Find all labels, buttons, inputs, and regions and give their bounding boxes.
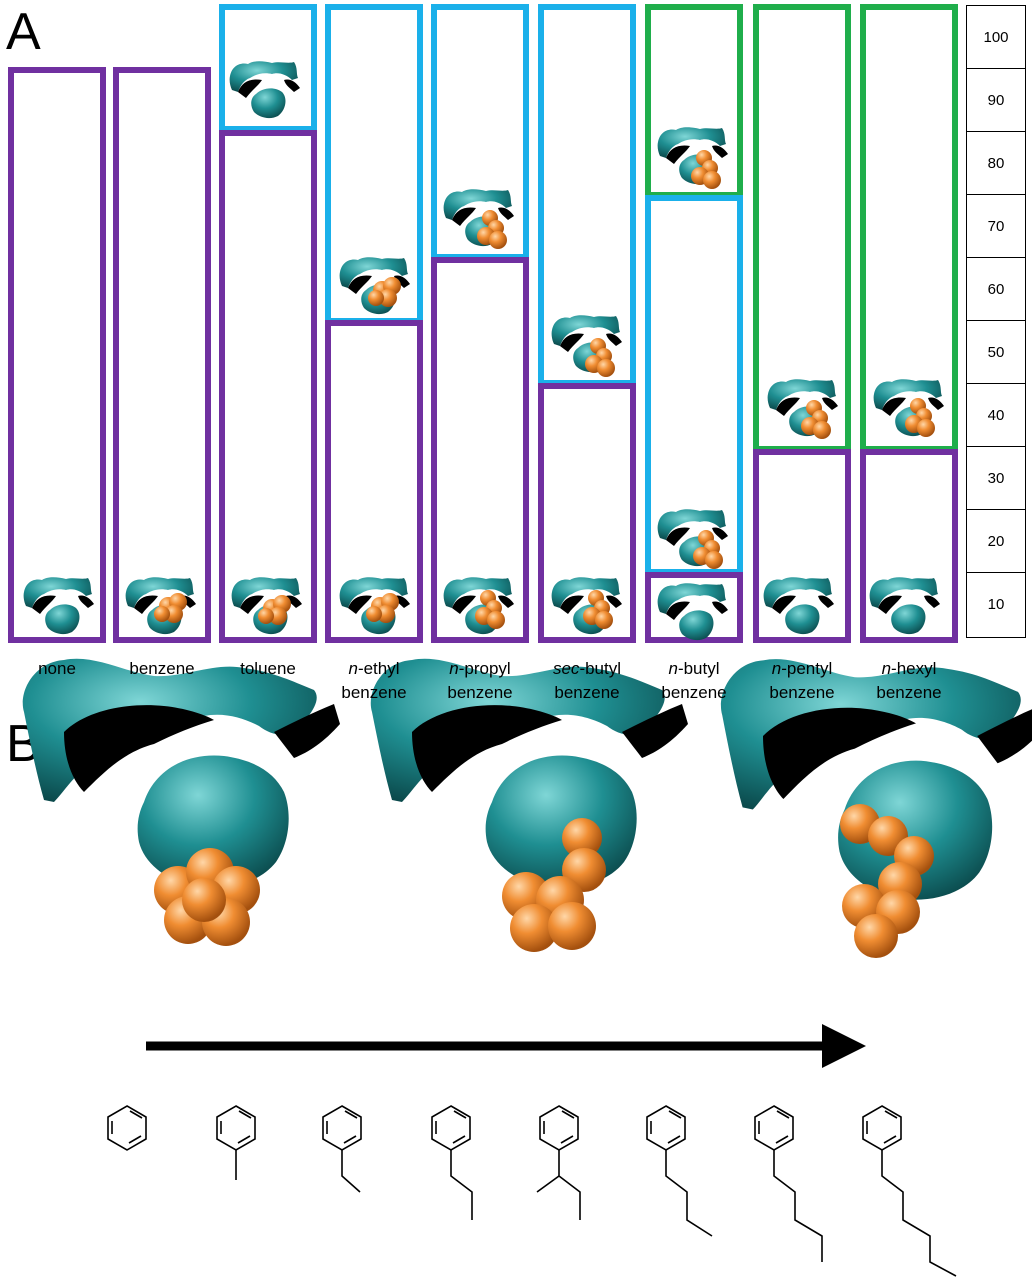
column-label-toluene: toluene — [240, 659, 296, 678]
column-label-n-ethylbenzene: n-ethyl benzene — [341, 659, 407, 702]
large-pocket-hexylbenzene — [720, 659, 1032, 958]
scale-cell: 20 — [967, 510, 1025, 573]
column-label-benzene: benzene — [129, 659, 195, 678]
structure-ethylbenzene — [322, 1105, 362, 1193]
column-n-pentylbenzene — [753, 4, 851, 643]
column-none — [8, 67, 106, 643]
scale-cell: 60 — [967, 258, 1025, 321]
structure-sec-butylbenzene — [536, 1105, 581, 1220]
column-sec-butylbenzene — [538, 4, 636, 643]
panel-letter-a: A — [6, 3, 41, 61]
structure-pentylbenzene — [754, 1105, 823, 1262]
structure-butylbenzene — [646, 1105, 713, 1237]
scale-cell: 30 — [967, 447, 1025, 510]
arrow-right-icon — [146, 1024, 866, 1068]
structure-toluene — [216, 1105, 256, 1180]
column-benzene — [113, 67, 211, 643]
structure-benzene — [107, 1105, 147, 1151]
large-pocket-benzene — [22, 658, 340, 946]
scale-column: 100 90 80 70 60 50 40 30 20 10 — [966, 5, 1026, 638]
column-n-hexylbenzene — [860, 4, 958, 643]
scale-cell: 90 — [967, 69, 1025, 132]
structure-propylbenzene — [431, 1105, 473, 1220]
scale-cell: 50 — [967, 321, 1025, 384]
column-toluene — [219, 4, 317, 643]
skeletal-structures — [107, 1105, 957, 1277]
large-pocket-toluene — [370, 658, 688, 952]
scale-cell: 10 — [987, 596, 1005, 613]
scale-cell: 40 — [967, 384, 1025, 447]
column-label-n-hexylbenzene: n-hexyl benzene — [876, 659, 942, 702]
scale-cell: 80 — [967, 132, 1025, 195]
column-n-butylbenzene — [645, 4, 743, 643]
column-label-sec-butylbenzene: sec-butyl benzene — [552, 659, 622, 702]
column-label-none: none — [38, 659, 76, 678]
column-label-n-pentylbenzene: n-pentyl benzene — [769, 659, 835, 702]
scale-cell: 70 — [967, 195, 1025, 258]
column-n-propylbenzene — [431, 4, 529, 643]
structure-hexylbenzene — [862, 1105, 957, 1277]
column-label-n-propylbenzene: n-propyl benzene — [447, 659, 513, 702]
column-label-n-butylbenzene: n-butyl benzene — [661, 659, 727, 702]
scale-cell: 100 — [967, 6, 1025, 69]
column-n-ethylbenzene — [325, 4, 423, 643]
